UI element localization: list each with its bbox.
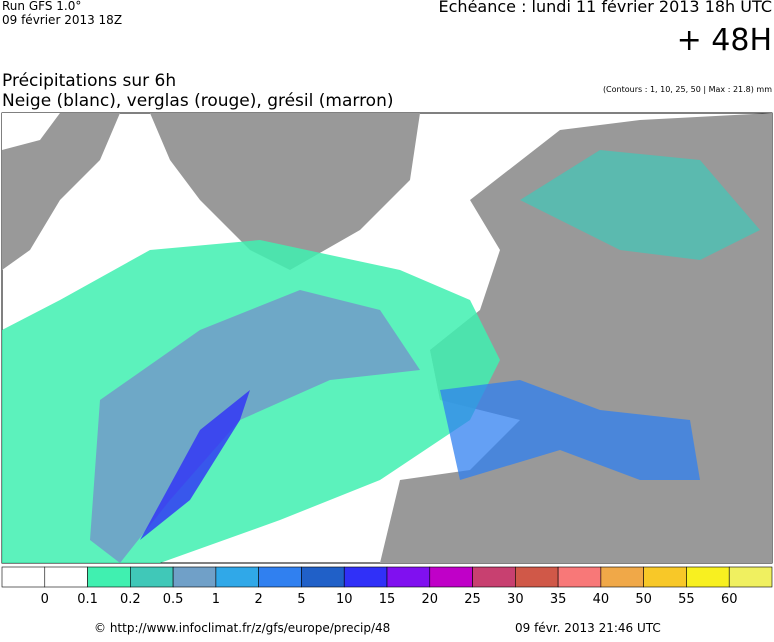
legend-label: 15 [379, 592, 396, 607]
legend-swatch [515, 566, 559, 588]
legend-label: 60 [721, 592, 738, 607]
legend-swatch [44, 566, 88, 588]
legend-label: 0.2 [120, 592, 141, 607]
legend-swatch [472, 566, 516, 588]
precip-light [520, 150, 760, 260]
legend-swatch [728, 566, 773, 588]
precip-med [440, 380, 700, 480]
legend-swatch [643, 566, 687, 588]
legend-swatch [386, 566, 431, 588]
legend-swatch [130, 566, 174, 588]
legend-label: 5 [297, 592, 305, 607]
legend-swatch [258, 566, 302, 588]
subtitle: Neige (blanc), verglas (rouge), grésil (… [2, 91, 394, 111]
lead-time: + 48H [677, 23, 772, 58]
legend-label: 20 [422, 592, 439, 607]
precip-heavy [140, 390, 250, 540]
legend-label: 1 [212, 592, 220, 607]
legend-swatch [557, 566, 602, 588]
legend-label: 40 [593, 592, 610, 607]
legend-label: 0.1 [77, 592, 98, 607]
legend-swatch [172, 566, 217, 588]
source: © http://www.infoclimat.fr/z/gfs/europe/… [94, 621, 390, 635]
legend-swatch [429, 566, 473, 588]
run-date: 09 février 2013 18Z [2, 13, 122, 27]
legend-swatch [1, 566, 46, 588]
legend-label: 2 [255, 592, 263, 607]
legend-label: 55 [678, 592, 695, 607]
legend-swatch [215, 566, 259, 588]
valid-time: Echéance : lundi 11 février 2013 18h UTC [439, 0, 772, 16]
contours: (Contours : 1, 10, 25, 50 | Max : 21.8) … [603, 85, 772, 94]
generated: 09 févr. 2013 21:46 UTC [515, 621, 661, 635]
land [150, 113, 420, 270]
run: Run GFS 1.0° [2, 0, 81, 13]
map [1, 112, 773, 564]
land [2, 113, 120, 270]
legend-label: 25 [464, 592, 481, 607]
legend-swatch [301, 566, 345, 588]
legend-label: 0.5 [163, 592, 184, 607]
legend-label: 10 [336, 592, 353, 607]
legend: 0 0.1 0.2 0.5 1 2 5 10 15 20 25 30 35 40 50 55 60 [1, 566, 773, 607]
legend-label: 30 [507, 592, 524, 607]
legend-label: 50 [635, 592, 652, 607]
legend-swatch [686, 566, 730, 588]
legend-swatch [87, 566, 131, 588]
legend-label: 0 [41, 592, 49, 607]
legend-swatch [343, 566, 388, 588]
legend-label: 35 [550, 592, 567, 607]
legend-swatch [600, 566, 644, 588]
title: Précipitations sur 6h [2, 71, 176, 91]
snow [2, 113, 60, 150]
